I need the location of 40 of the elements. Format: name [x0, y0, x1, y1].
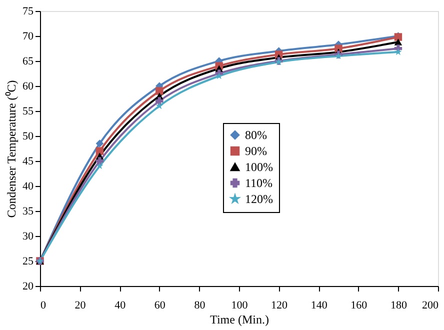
point [394, 48, 402, 56]
x-tick-label: 80 [194, 300, 206, 312]
point [215, 72, 223, 80]
y-tick-label: 60 [22, 80, 34, 92]
y-tick-label: 45 [22, 156, 34, 168]
x-tick-label: 40 [114, 300, 126, 312]
y-tick-label: 55 [22, 106, 34, 118]
x-tick-label: 20 [74, 300, 86, 312]
x-tick-label: 120 [271, 300, 288, 312]
x-tick-label: 200 [422, 300, 439, 312]
legend-label: 80% [245, 128, 267, 142]
x-axis-title: Time (Min.) [210, 312, 269, 326]
x-tick-label: 140 [310, 300, 328, 312]
point [156, 102, 164, 110]
x-tick-label: 100 [231, 300, 248, 312]
y-tick-label: 65 [22, 56, 34, 68]
y-tick-label: 30 [22, 230, 34, 242]
x-tick-label: 60 [154, 300, 166, 312]
point [96, 147, 104, 155]
y-tick-label: 75 [22, 6, 34, 18]
legend-label: 120% [245, 192, 273, 206]
y-tick-label: 20 [22, 280, 34, 292]
y-tick-label: 35 [22, 206, 34, 218]
legend-label: 90% [245, 144, 267, 158]
point [156, 97, 164, 105]
point [96, 162, 104, 170]
legend-label: 100% [245, 160, 273, 174]
x-tick-label: 160 [350, 300, 368, 312]
y-tick-label: 25 [22, 256, 34, 268]
x-tick-label: 0 [40, 300, 46, 312]
point [156, 87, 164, 95]
x-tick-label: 180 [390, 300, 408, 312]
point [394, 38, 402, 46]
y-tick-label: 70 [22, 30, 34, 42]
legend-label: 110% [245, 176, 273, 190]
point [96, 157, 104, 165]
point [96, 140, 104, 148]
y-tick-label: 50 [22, 130, 34, 142]
y-tick-label: 40 [22, 180, 34, 192]
y-axis-title: Condenser Temperature (⁰C) [4, 80, 18, 218]
